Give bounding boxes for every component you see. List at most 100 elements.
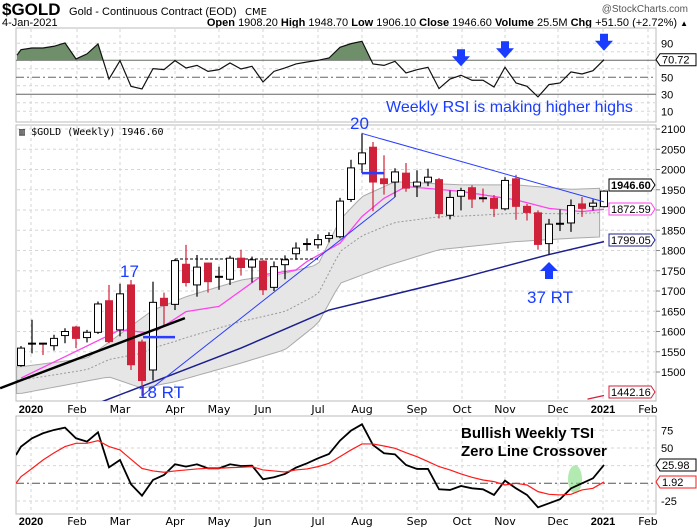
- tsi-note-line2: Zero Line Crossover: [461, 443, 607, 460]
- trendline: [361, 132, 605, 203]
- candle-body: [105, 300, 113, 343]
- candle-body: [391, 171, 399, 183]
- price-tick-label: 1900: [661, 205, 685, 217]
- candle-body: [435, 179, 443, 215]
- price-tick-label: 1500: [661, 367, 685, 379]
- low-value: 1906.10: [376, 17, 416, 29]
- crossover-highlight: [568, 465, 582, 494]
- quote-date: 4-Jan-2021: [2, 17, 58, 29]
- rsi-last-value: 70.72: [655, 53, 697, 67]
- month-label: Jul: [310, 403, 324, 416]
- month-label: 2020: [19, 516, 43, 528]
- candle: [83, 329, 91, 343]
- candle-body: [446, 196, 454, 216]
- candle-body: [413, 181, 421, 187]
- month-label: Jun: [253, 515, 271, 528]
- candle: [347, 159, 355, 202]
- value-tag-box: [608, 202, 656, 216]
- axes: 2020 2020 Feb Feb Mar Mar Apr Apr May May Jun Jun Ju…: [19, 38, 686, 528]
- candle-body: [358, 152, 366, 165]
- candle: [292, 242, 300, 260]
- month-label: Feb: [67, 515, 86, 528]
- candle-body: [567, 205, 575, 224]
- value-tag-text: 70.72: [662, 55, 690, 67]
- price-tick-label: 1600: [661, 327, 685, 339]
- rsi-line: [16, 40, 605, 98]
- close-value: 1946.60: [452, 17, 492, 29]
- month-label: Jun: [253, 403, 271, 416]
- band-midline: [16, 212, 600, 381]
- candle-body: [138, 341, 146, 382]
- candle-body: [369, 146, 377, 183]
- down-arrow-icon: [595, 33, 613, 51]
- rsi-tick-label: 10: [661, 106, 673, 118]
- volume-value: 25.5M: [537, 17, 568, 29]
- candle: [424, 168, 432, 187]
- candle-body: [248, 259, 256, 268]
- candle: [39, 342, 47, 355]
- candle: [479, 188, 487, 203]
- candle-body: [259, 260, 267, 291]
- candle: [226, 255, 234, 285]
- candle-body: [83, 331, 91, 339]
- price-tick-label: 1800: [661, 246, 685, 258]
- value-tag-box: [608, 385, 656, 399]
- value-tag-text: 1872.59: [611, 204, 651, 216]
- close-label: Close: [419, 17, 449, 29]
- candle: [402, 163, 410, 192]
- value-tag-box: [608, 233, 656, 247]
- watermark: @StockCharts.com: [602, 4, 688, 15]
- price-plot: [0, 132, 608, 401]
- candle: [237, 249, 245, 276]
- candle: [138, 339, 146, 396]
- month-label: Sep: [407, 515, 428, 528]
- value-tag-text: 1946.60: [611, 180, 651, 192]
- month-label: Oct: [452, 403, 472, 416]
- candle: [94, 301, 102, 334]
- candle-body: [545, 223, 553, 245]
- candle: [105, 284, 113, 344]
- tsi-last-value: 25.98: [655, 458, 697, 472]
- tsi-tick-label: 50: [661, 443, 673, 455]
- open-label: Open: [207, 17, 235, 29]
- value-tag-text: 1.92: [662, 477, 683, 489]
- tsi-note-line1: Bullish Weekly TSI: [461, 425, 594, 442]
- month-label: May: [208, 515, 231, 528]
- tsi-tick-label: 75: [661, 425, 673, 437]
- tsi-signal-line: [16, 439, 605, 496]
- candle: [303, 238, 311, 251]
- price-tick-label: 1750: [661, 266, 685, 278]
- month-label: Aug: [351, 403, 372, 416]
- price-tick-label: 1550: [661, 347, 685, 359]
- price-band: [16, 181, 601, 394]
- rsi-tick-label: 50: [661, 72, 673, 84]
- candle: [413, 170, 421, 198]
- candle-body: [578, 203, 586, 209]
- value-tag-box: [655, 53, 697, 67]
- candle-body: [116, 293, 124, 331]
- candle: [490, 195, 498, 217]
- candle: [600, 190, 608, 208]
- candle: [556, 209, 564, 232]
- month-label: Mar: [110, 403, 131, 416]
- price-legend-label: $GOLD (Weekly) 1946.60: [31, 127, 163, 138]
- chart-header: $GOLD Gold - Continuous Contract (EOD) C…: [2, 0, 267, 19]
- value-tag-box: [655, 458, 697, 472]
- instrument-name: Gold - Continuous Contract (EOD): [69, 6, 237, 18]
- candle-body: [512, 178, 520, 207]
- candle-body: [204, 262, 212, 283]
- candle: [523, 203, 531, 221]
- candle-body: [380, 178, 388, 185]
- candle-body: [281, 259, 289, 266]
- change-label: Chg: [571, 17, 592, 29]
- price-legend: ▥ $GOLD (Weekly) 1946.60: [19, 127, 164, 138]
- candle-body: [402, 172, 410, 189]
- value-labels: 70.72 1946.60 1872.59 1799.05 1442.16 25.98 1.…: [608, 53, 697, 489]
- candle: [17, 346, 25, 367]
- candle: [281, 255, 289, 280]
- candle: [50, 334, 58, 351]
- month-label: Apr: [165, 403, 185, 416]
- high-label: High: [281, 17, 306, 29]
- legend-icon: ▥: [19, 127, 25, 138]
- price-tick-label: 1950: [661, 185, 685, 197]
